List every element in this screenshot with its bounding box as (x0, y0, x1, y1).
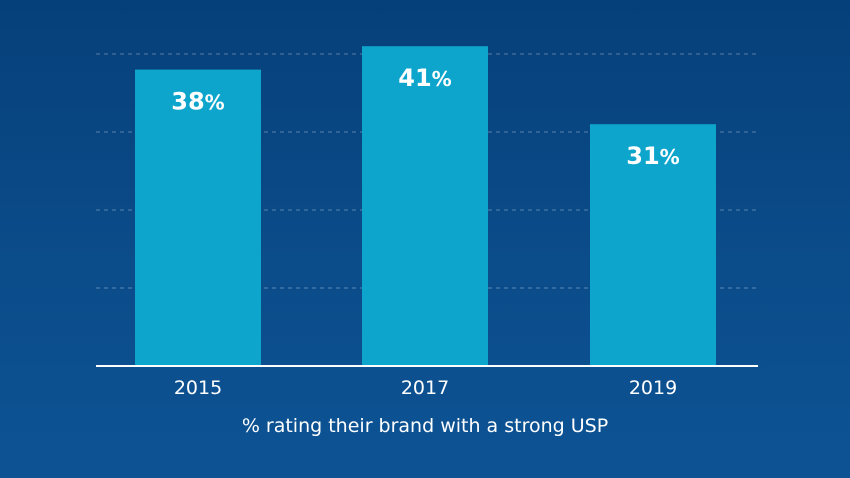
data-label-2019: 31% (626, 142, 679, 170)
data-label-2017: 41% (398, 64, 451, 92)
bar-2017 (362, 46, 488, 366)
bar-2015 (135, 69, 261, 366)
bar-2019 (590, 124, 716, 366)
value-labels: 38% 41% 31% (171, 64, 679, 170)
x-tick-label: 2019 (629, 377, 677, 399)
x-axis-label: % rating their brand with a strong USP (242, 415, 608, 437)
bars (135, 46, 716, 366)
data-label-2015: 38% (171, 88, 224, 116)
x-tick-label: 2015 (174, 377, 222, 399)
x-tick-labels: 2015 2017 2019 (174, 377, 677, 399)
x-tick-label: 2017 (401, 377, 449, 399)
